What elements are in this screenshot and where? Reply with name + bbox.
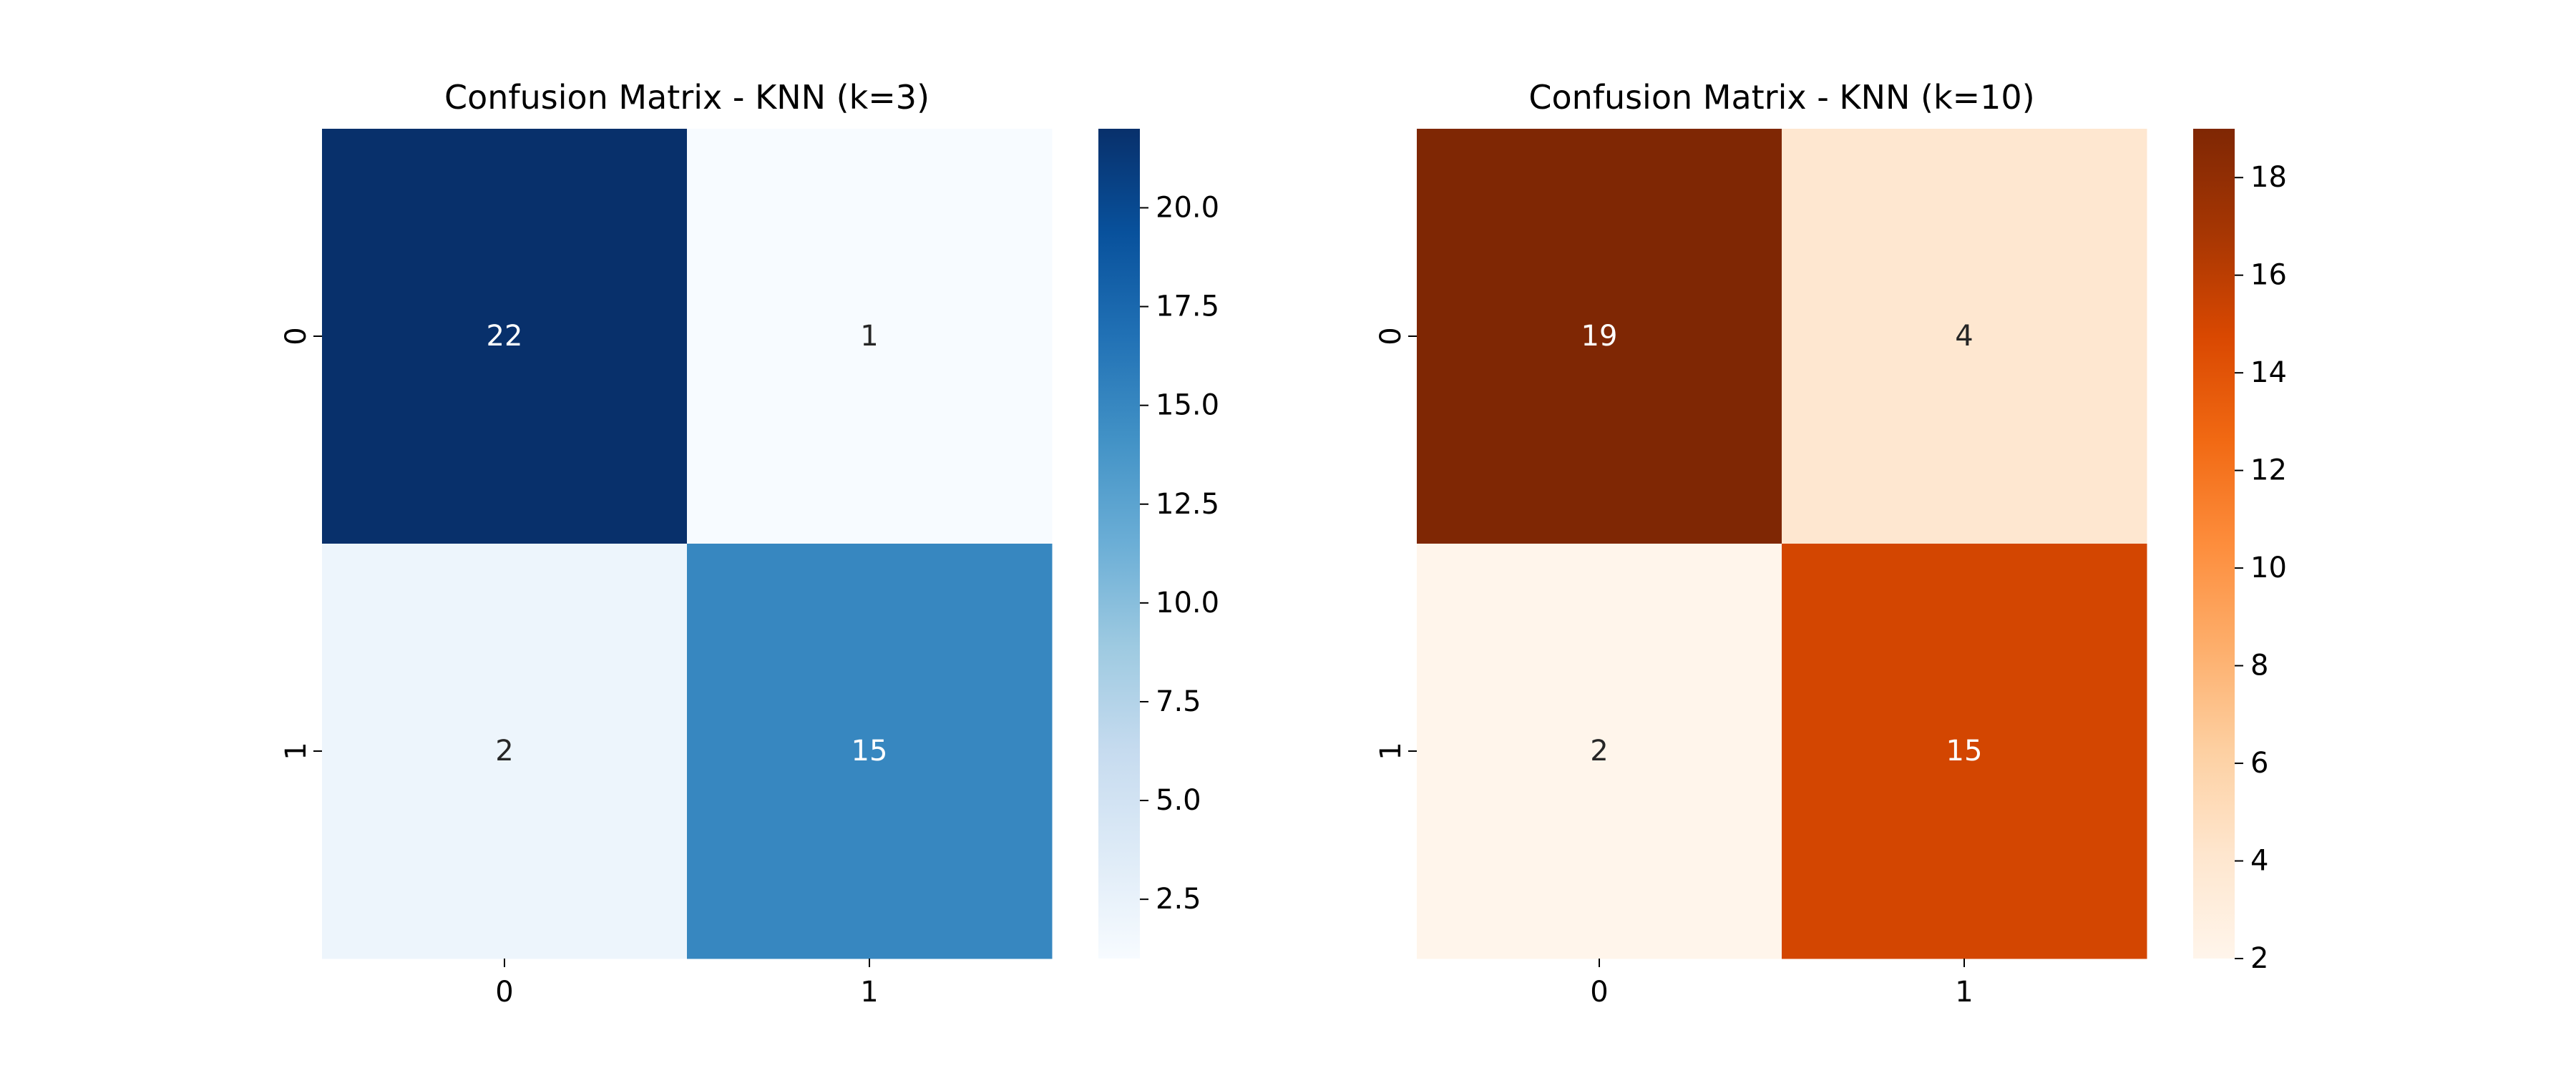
- cell-value-label: 15: [1946, 735, 1983, 768]
- heatmap-cell: [687, 544, 1053, 959]
- colorbar-tick-label: 6: [2250, 747, 2268, 780]
- x-tick-label: 1: [1955, 976, 1973, 1009]
- cell-value-label: 2: [1590, 735, 1608, 768]
- colorbar-tick-label: 4: [2250, 845, 2268, 878]
- cell-value-label: 15: [852, 735, 888, 768]
- y-tick-label: 1: [1375, 742, 1407, 760]
- cell-value-label: 19: [1581, 320, 1618, 353]
- colorbar-tick-label: 18: [2250, 161, 2287, 194]
- colorbar-tick-label: 10.0: [1156, 587, 1219, 619]
- heatmap-cell: [322, 544, 688, 959]
- colorbar-tick-label: 15.0: [1156, 389, 1219, 422]
- colorbar-tick-label: 20.0: [1156, 191, 1219, 224]
- colorbar-tick-label: 2.5: [1156, 883, 1201, 916]
- cell-value-label: 22: [487, 320, 523, 353]
- colorbar-tick-label: 14: [2250, 356, 2287, 389]
- heatmap-cell: [322, 129, 688, 544]
- heatmap-cell: [687, 129, 1053, 544]
- heatmap-cell: [1782, 129, 2147, 544]
- colorbar: [2193, 129, 2235, 959]
- colorbar-tick-label: 2: [2250, 942, 2268, 975]
- x-tick-label: 0: [495, 976, 513, 1009]
- cell-value-label: 4: [1955, 320, 1973, 353]
- colorbar-tick-label: 12: [2250, 454, 2287, 487]
- cell-value-label: 1: [860, 320, 878, 353]
- colorbar: [1098, 129, 1140, 959]
- x-tick-label: 1: [860, 976, 878, 1009]
- colorbar-tick-label: 16: [2250, 259, 2287, 292]
- heatmap-cell: [1417, 129, 1782, 544]
- colorbar-tick-label: 10: [2250, 552, 2287, 584]
- x-tick-label: 0: [1590, 976, 1608, 1009]
- colorbar-tick-label: 17.5: [1156, 290, 1219, 323]
- colorbar-tick-label: 8: [2250, 650, 2268, 682]
- heatmap-cell: [1417, 544, 1782, 959]
- chart-title: Confusion Matrix - KNN (k=10): [1528, 78, 2034, 117]
- heatmap-panel-knn-k3: Confusion Matrix - KNN (k=3)22 12 150 1012.…: [280, 78, 1219, 1009]
- y-tick-label: 1: [280, 742, 313, 760]
- cell-value-label: 2: [495, 735, 513, 768]
- heatmap-panel-knn-k10: Confusion Matrix - KNN (k=10)19 42 150 1012…: [1375, 78, 2287, 1009]
- chart-title: Confusion Matrix - KNN (k=3): [444, 78, 930, 117]
- y-tick-label: 0: [1375, 327, 1407, 345]
- y-tick-label: 0: [280, 327, 313, 345]
- colorbar-tick-label: 5.0: [1156, 784, 1201, 817]
- colorbar-tick-label: 12.5: [1156, 488, 1219, 521]
- heatmap-cell: [1782, 544, 2147, 959]
- colorbar-tick-label: 7.5: [1156, 685, 1201, 718]
